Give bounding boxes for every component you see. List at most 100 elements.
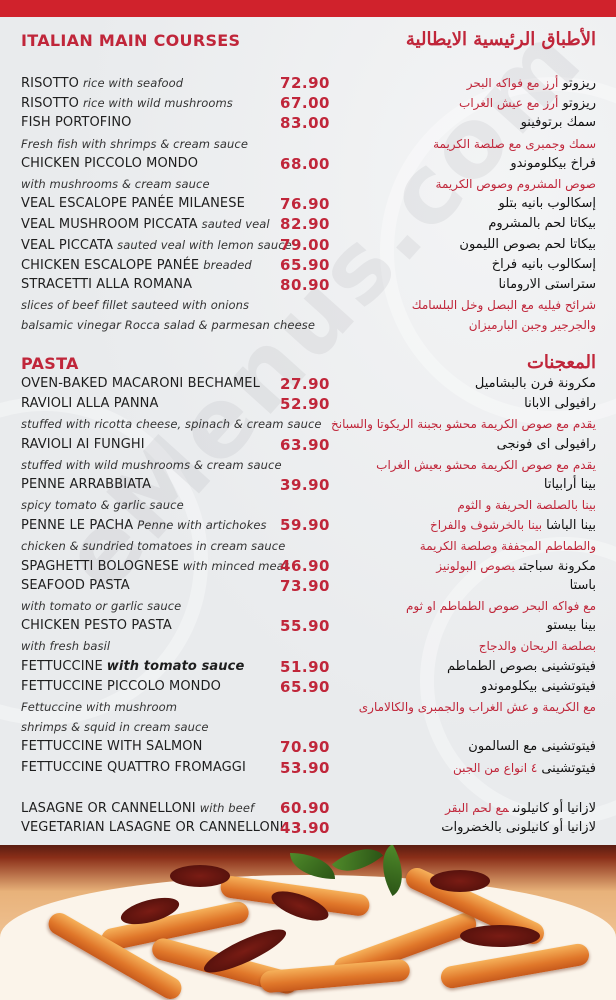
description-en: stuffed with wild mushrooms & cream sauc…	[21, 457, 282, 472]
item-price: 70.90	[280, 738, 330, 757]
description-ar: يقدم مع صوص الكريمة محشو بجبنة الريكوتا …	[331, 417, 596, 432]
menu-item: SEAFOOD PASTA 73.90 باستا	[21, 576, 596, 596]
item-name-arabic: فيتوتشينى بيكلوموندو	[481, 678, 596, 694]
item-name-ar: بينا بيستو	[547, 616, 596, 636]
menu-item: FETTUCCINE WITH SALMON 70.90 فيتوتشينى مع …	[21, 737, 596, 757]
item-price: 43.90	[280, 819, 330, 838]
item-price: 76.90	[280, 195, 330, 214]
item-name-arabic: رافيولى اى فونجى	[496, 436, 596, 452]
item-name-ar: رافيولى الابانا	[524, 394, 596, 414]
pasta-dish-photo	[0, 845, 616, 1000]
item-name-ar: فيتوتشينى مع السالمون	[468, 737, 596, 757]
item-description: sauted veal with lemon sauce	[117, 237, 292, 252]
description-ar: يقدم مع صوص الكريمة محشو بعيش الغراب	[376, 457, 596, 472]
item-description-arabic: أرز مع عيش الغراب	[459, 96, 559, 111]
item-name: VEAL ESCALOPE PANÉE MILANESE	[21, 196, 245, 212]
description-ar: مع الكريمة و عش الغراب والجمبرى والكالام…	[358, 700, 596, 714]
item-name-arabic: بينا بيستو	[546, 618, 596, 634]
description-en: shrimps & squid in cream sauce	[21, 720, 209, 735]
item-price: 82.90	[280, 215, 330, 234]
item-name: LASAGNE OR CANNELLONI	[21, 801, 196, 816]
menu-item: PENNE ARRABBIATA 39.90 بينا أرابياتا	[21, 475, 596, 495]
item-name: PENNE LE PACHA	[21, 518, 134, 534]
item-description-arabic: بينا بالخرشوف والفراخ	[429, 518, 543, 533]
item-price: 60.90	[280, 799, 330, 817]
item-name-ar: فيتوتشينى بصوص الطماطم	[447, 657, 596, 677]
item-price: 51.90	[280, 657, 330, 676]
item-name: SPAGHETTI BOLOGNESE	[21, 558, 179, 574]
item-description: rice with seafood	[82, 76, 184, 90]
item-description: with beef	[199, 801, 255, 815]
item-name-en: SEAFOOD PASTA	[21, 576, 130, 596]
description-en: with tomato or garlic sauce	[21, 599, 182, 614]
description-ar: والطماطم المجففة وصلصة الكريمة	[419, 538, 596, 553]
menu-item: PENNE LE PACHA Penne with artichokes 59.90…	[21, 515, 596, 535]
item-name-arabic: ريزوتو	[562, 76, 596, 91]
item-name: CHICKEN PESTO PASTA	[21, 618, 172, 634]
item-description: rice with wild mushrooms	[82, 96, 233, 111]
item-name-ar: ستراستى الارومانا	[499, 275, 596, 295]
item-name: CHICKEN ESCALOPE PANÉE	[21, 257, 200, 273]
sundried-tomato	[170, 865, 230, 887]
item-name-en: LASAGNE OR CANNELLONI with beef	[21, 798, 254, 819]
item-price: 80.90	[280, 275, 330, 294]
description-ar: والجرجير وجبن البارميزان	[468, 318, 596, 333]
item-price: 59.90	[280, 516, 330, 535]
description-en: with mushrooms & cream sauce	[21, 176, 210, 191]
item-name: VEAL PICCATA	[21, 237, 114, 253]
description-en: chicken & sundried tomatoes in cream sau…	[21, 538, 286, 553]
description-row: stuffed with ricotta cheese, spinach & c…	[21, 414, 596, 434]
item-name-arabic: بيكاتا لحم بالمشروم	[488, 216, 596, 232]
item-description: with tomato sauce	[106, 658, 245, 674]
item-price: 46.90	[280, 556, 330, 575]
menu-item: OVEN-BAKED MACARONI BECHAMEL 27.90 مكرونة …	[21, 374, 596, 394]
item-price: 52.90	[280, 395, 330, 414]
description-en: stuffed with ricotta cheese, spinach & c…	[21, 417, 322, 432]
item-name: FETTUCCINE QUATTRO FROMAGGI	[21, 759, 246, 775]
item-name-ar: مكرونة سباجتىبصوص البولونيز	[436, 556, 596, 577]
description-row: with mushrooms & cream sauce صوص المشروم …	[21, 174, 596, 194]
item-name-arabic: ستراستى الارومانا	[498, 276, 596, 292]
menu-item: VEAL ESCALOPE PANÉE MILANESE 76.90 إسكالوب…	[21, 194, 596, 214]
description-ar: بينا بالصلصة الحريفة و الثوم	[457, 498, 596, 513]
item-name: FETTUCCINE PICCOLO MONDO	[21, 678, 221, 694]
item-name: RAVIOLI ALLA PANNA	[21, 396, 159, 412]
item-price: 67.00	[280, 94, 330, 113]
menu-page: eMenus.com	[0, 17, 616, 845]
item-price: 65.90	[280, 677, 330, 696]
item-description: Penne with artichokes	[137, 518, 267, 533]
menu-item: FISH PORTOFINO 83.00 سمك برتوفينو	[21, 113, 596, 133]
item-name-arabic: بينا الباشا	[546, 518, 596, 534]
item-name-en: CHICKEN PESTO PASTA	[21, 616, 172, 636]
item-name-arabic: لازانيا أو كانيلونى بالخضروات	[441, 820, 596, 836]
description-row: with fresh basil بصلصة الريحان والدجاج	[21, 636, 596, 656]
item-name-en: RAVIOLI ALLA PANNA	[21, 394, 158, 414]
item-description-arabic: مع لحم البقر	[445, 801, 509, 815]
description-ar: بصلصة الريحان والدجاج	[478, 639, 596, 654]
item-name-arabic: مكرونة سباجتى	[519, 558, 596, 574]
item-name-arabic: إسكالوب بانيه بتلو	[498, 196, 596, 212]
item-name: OVEN-BAKED MACARONI BECHAMEL	[21, 376, 260, 391]
menu-item: CHICKEN PICCOLO MONDO 68.00 فراخ بيكلوموند…	[21, 154, 596, 174]
item-name: FISH PORTOFINO	[21, 115, 132, 131]
section-header-pasta: PASTA المعجنات	[21, 352, 596, 376]
item-name: VEGETARIAN LASAGNE OR CANNELLONI	[21, 820, 284, 836]
item-price: 72.90	[280, 74, 330, 92]
item-name-ar: إسكالوب بانيه فراخ	[492, 255, 596, 275]
item-description: with minced meat	[182, 558, 289, 573]
item-description-arabic: بصوص البولونيز	[436, 558, 516, 573]
item-name-en: CHICKEN PICCOLO MONDO	[21, 154, 198, 174]
item-name-ar: فيتوتشينى٤ انواع من الجبن	[453, 758, 596, 779]
item-name-arabic: ريزوتو	[562, 96, 596, 112]
item-name-en: STRACETTI ALLA ROMANA	[21, 275, 192, 295]
pasta-list: OVEN-BAKED MACARONI BECHAMEL 27.90 مكرونة …	[21, 374, 596, 778]
menu-item: FETTUCCINE PICCOLO MONDO 65.90 فيتوتشينى ب…	[21, 677, 596, 697]
item-price: 55.90	[280, 617, 330, 636]
item-name-arabic: فيتوتشينى	[541, 760, 596, 776]
description-row: with tomato or garlic sauce مع فواكه البح…	[21, 596, 596, 616]
description-en: balsamic vinegar Rocca salad & parmesan …	[21, 318, 316, 333]
item-price: 73.90	[280, 576, 330, 595]
item-name-en: RISOTTO rice with wild mushrooms	[21, 93, 233, 114]
item-name-arabic: باستا	[569, 577, 596, 593]
item-name-en: VEAL ESCALOPE PANÉE MILANESE	[21, 194, 245, 214]
